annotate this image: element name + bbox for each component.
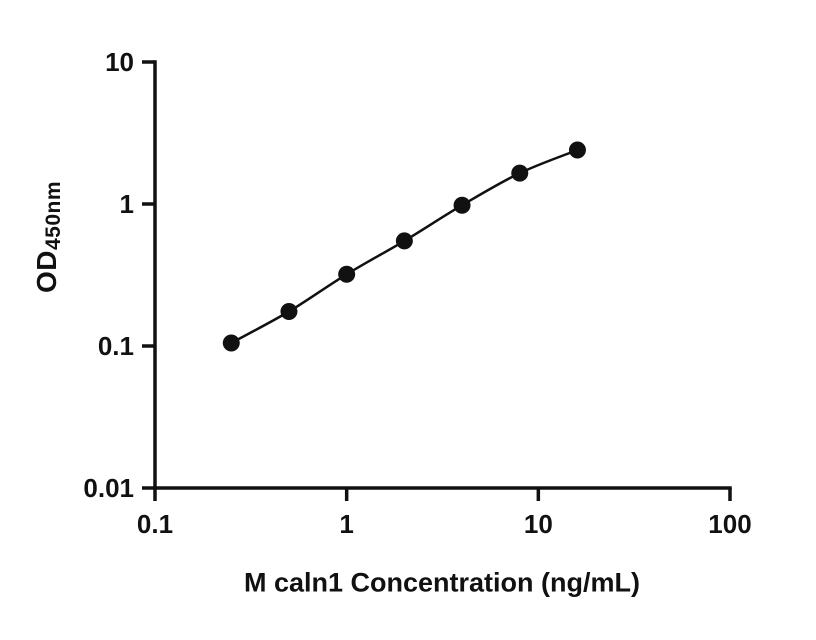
y-tick-label: 0.01 [83, 473, 134, 503]
x-tick-label: 100 [708, 509, 751, 539]
y-axis-label-main: OD [31, 250, 62, 294]
data-point-marker [280, 302, 298, 320]
x-tick-label: 1 [339, 509, 353, 539]
x-tick-label: 10 [524, 509, 553, 539]
y-tick-label: 10 [105, 47, 134, 77]
data-point-marker [338, 265, 356, 283]
y-axis-label-subscript: 450nm [42, 180, 65, 251]
data-point-marker [395, 232, 413, 250]
data-point-marker [453, 196, 471, 214]
y-tick-label: 1 [120, 189, 134, 219]
y-tick-label: 0.1 [98, 331, 134, 361]
data-point-marker [511, 164, 529, 182]
x-axis-label: M caln1 Concentration (ng/mL) [243, 567, 641, 598]
x-tick-label: 0.1 [137, 509, 173, 539]
data-point-marker [222, 334, 240, 352]
data-point-marker [568, 141, 586, 159]
y-axis-label: OD450nm [31, 180, 65, 294]
